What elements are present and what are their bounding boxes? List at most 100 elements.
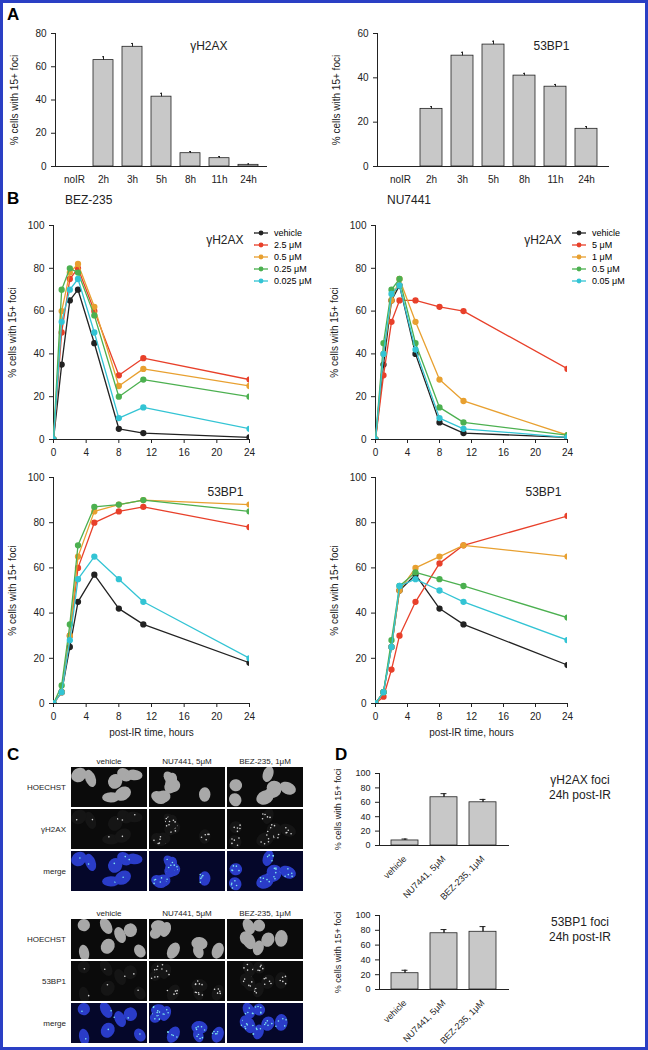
svg-text:0: 0 (365, 840, 370, 850)
svg-text:40: 40 (360, 812, 370, 822)
svg-text:post-IR time, hours: post-IR time, hours (109, 727, 193, 738)
svg-text:60: 60 (33, 305, 45, 316)
svg-text:40: 40 (357, 72, 369, 83)
svg-text:16: 16 (498, 711, 510, 722)
svg-text:0: 0 (39, 434, 45, 445)
svg-text:8: 8 (116, 447, 122, 458)
svg-text:merge: merge (43, 867, 66, 876)
svg-text:20: 20 (33, 653, 45, 664)
svg-text:γH2AX: γH2AX (524, 233, 561, 247)
svg-text:4: 4 (405, 447, 411, 458)
svg-text:HOECHST: HOECHST (27, 783, 66, 792)
svg-text:BEZ-235, 1μM: BEZ-235, 1μM (438, 998, 486, 1046)
svg-text:40: 40 (33, 607, 45, 618)
svg-text:noIR: noIR (390, 174, 411, 185)
svg-text:20: 20 (360, 970, 370, 980)
svg-text:2h: 2h (426, 174, 437, 185)
svg-text:60: 60 (33, 562, 45, 573)
svg-text:16: 16 (179, 447, 191, 458)
svg-text:60: 60 (360, 797, 370, 807)
svg-text:80: 80 (33, 263, 45, 274)
svg-text:20: 20 (35, 127, 47, 138)
svg-text:80: 80 (360, 925, 370, 935)
svg-text:% cells with 15+ foci: % cells with 15+ foci (333, 769, 343, 850)
svg-text:2h: 2h (98, 174, 109, 185)
svg-text:γH2AX: γH2AX (206, 233, 243, 247)
svg-text:post-IR time, hours: post-IR time, hours (429, 727, 513, 738)
svg-text:8h: 8h (185, 174, 196, 185)
svg-text:8h: 8h (519, 174, 530, 185)
svg-text:12: 12 (466, 711, 478, 722)
svg-text:% cells with 15+ foci: % cells with 15+ foci (329, 287, 340, 377)
svg-text:60: 60 (355, 305, 367, 316)
svg-text:80: 80 (355, 517, 367, 528)
svg-text:24: 24 (244, 711, 256, 722)
svg-text:4: 4 (405, 711, 411, 722)
svg-text:20: 20 (211, 711, 223, 722)
svg-text:16: 16 (179, 711, 191, 722)
svg-text:NU7441, 5μM: NU7441, 5μM (162, 757, 212, 766)
svg-text:0: 0 (41, 161, 47, 172)
svg-text:BEZ-235, 1μM: BEZ-235, 1μM (438, 854, 486, 902)
svg-text:% cells with 15+ foci: % cells with 15+ foci (333, 912, 343, 993)
svg-text:16: 16 (498, 447, 510, 458)
svg-text:% cells with 15+ foci: % cells with 15+ foci (9, 55, 20, 145)
svg-text:8: 8 (437, 711, 443, 722)
svg-text:100: 100 (355, 768, 370, 778)
svg-text:100: 100 (350, 472, 367, 483)
svg-text:BEZ-235, 1μM: BEZ-235, 1μM (239, 757, 291, 766)
svg-text:4: 4 (83, 711, 89, 722)
svg-text:vehicle: vehicle (97, 757, 122, 766)
svg-text:γH2AX: γH2AX (190, 39, 227, 53)
svg-text:40: 40 (355, 348, 367, 359)
svg-text:vehicle: vehicle (97, 909, 122, 918)
svg-text:20: 20 (33, 391, 45, 402)
svg-text:80: 80 (360, 783, 370, 793)
svg-text:0: 0 (373, 447, 379, 458)
svg-text:12: 12 (146, 447, 158, 458)
svg-text:3h: 3h (127, 174, 138, 185)
svg-text:5h: 5h (488, 174, 499, 185)
svg-text:0: 0 (39, 698, 45, 709)
svg-text:20: 20 (530, 711, 542, 722)
svg-text:0: 0 (363, 161, 369, 172)
svg-text:% cells with 15+ foci: % cells with 15+ foci (331, 55, 342, 145)
svg-text:40: 40 (33, 348, 45, 359)
svg-text:5h: 5h (156, 174, 167, 185)
svg-text:merge: merge (43, 1019, 66, 1028)
svg-text:60: 60 (355, 562, 367, 573)
svg-text:53BP1: 53BP1 (42, 977, 67, 986)
svg-text:80: 80 (33, 517, 45, 528)
svg-text:24: 24 (562, 711, 574, 722)
svg-text:% cells with 15+ foci: % cells with 15+ foci (329, 545, 340, 635)
svg-text:80: 80 (35, 28, 47, 39)
svg-text:8: 8 (437, 447, 443, 458)
svg-text:vehicle: vehicle (382, 998, 409, 1025)
svg-text:24h: 24h (240, 174, 257, 185)
svg-text:0: 0 (361, 434, 367, 445)
svg-text:% cells with 15+ foci: % cells with 15+ foci (7, 287, 18, 377)
svg-text:24h: 24h (578, 174, 595, 185)
svg-text:0: 0 (51, 711, 57, 722)
svg-text:20: 20 (530, 447, 542, 458)
svg-text:BEZ-235, 1μM: BEZ-235, 1μM (239, 909, 291, 918)
svg-text:vehicle: vehicle (382, 854, 409, 881)
svg-text:3h: 3h (457, 174, 468, 185)
svg-text:20: 20 (355, 653, 367, 664)
svg-text:γH2AX: γH2AX (41, 825, 67, 834)
svg-text:0: 0 (361, 698, 367, 709)
svg-text:20: 20 (211, 447, 223, 458)
svg-text:11h: 11h (212, 174, 228, 185)
svg-text:noIR: noIR (64, 174, 85, 185)
svg-text:0: 0 (51, 447, 57, 458)
svg-text:100: 100 (355, 910, 370, 920)
svg-text:NU7441, 5μM: NU7441, 5μM (162, 909, 212, 918)
svg-text:24: 24 (562, 447, 574, 458)
svg-text:8: 8 (116, 711, 122, 722)
svg-text:HOECHST: HOECHST (27, 935, 66, 944)
svg-text:100: 100 (28, 472, 45, 483)
svg-text:20: 20 (355, 391, 367, 402)
svg-text:40: 40 (360, 955, 370, 965)
svg-text:0: 0 (365, 984, 370, 994)
svg-text:80: 80 (355, 263, 367, 274)
